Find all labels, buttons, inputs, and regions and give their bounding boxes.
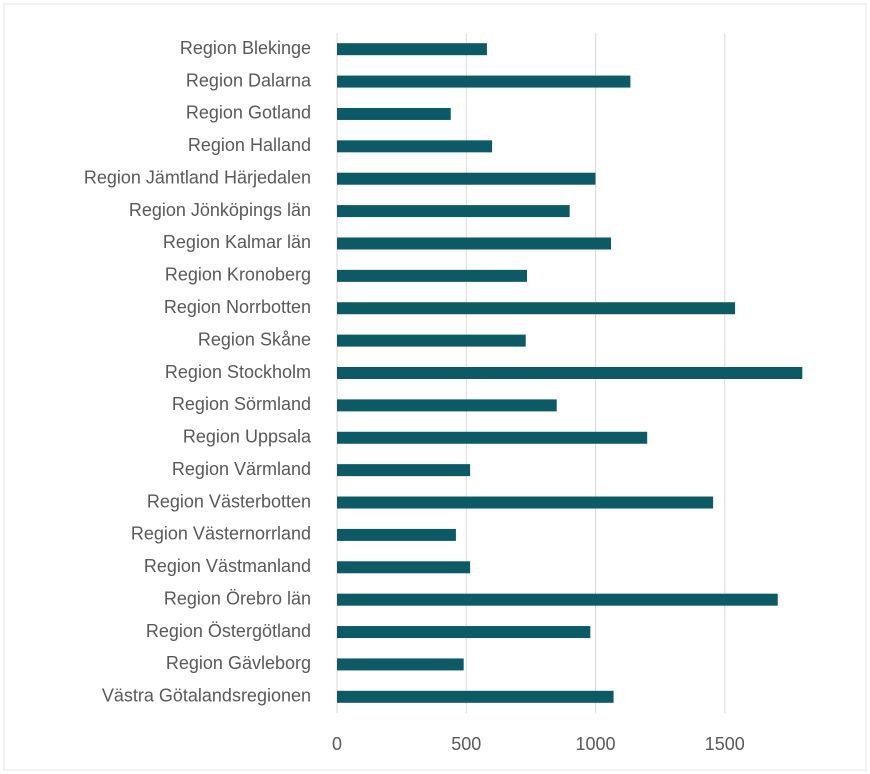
- bar: [337, 658, 464, 671]
- y-tick-label: Region Dalarna: [186, 70, 312, 90]
- x-tick-label: 1000: [575, 734, 615, 754]
- bar: [337, 367, 803, 379]
- y-tick-label: Region Skåne: [198, 329, 311, 349]
- y-tick-label: Region Gotland: [186, 103, 311, 123]
- x-tick-label: 0: [332, 734, 342, 754]
- bar: [337, 140, 493, 153]
- bar: [337, 302, 736, 315]
- bar: [337, 399, 557, 412]
- bar: [337, 690, 614, 703]
- bar: [337, 237, 612, 250]
- y-tick-label: Region Kalmar län: [163, 232, 311, 252]
- y-tick-label: Region Västernorrland: [131, 524, 311, 544]
- y-tick-label: Region Uppsala: [183, 427, 312, 447]
- y-tick-label: Region Blekinge: [180, 38, 311, 58]
- y-tick-label: Region Örebro län: [164, 588, 311, 608]
- y-tick-label: Region Gävleborg: [166, 653, 311, 673]
- bar: [337, 496, 714, 509]
- y-tick-label: Region Sörmland: [172, 394, 311, 414]
- y-tick-label: Region Halland: [188, 135, 311, 155]
- y-tick-label: Region Västmanland: [144, 556, 311, 576]
- bar: [337, 75, 631, 88]
- bar: [337, 464, 471, 477]
- bar: [337, 334, 526, 347]
- y-tick-label: Region Västerbotten: [147, 491, 311, 511]
- chart-frame: [3, 3, 867, 771]
- y-tick-label: Västra Götalandsregionen: [102, 686, 311, 706]
- y-tick-label: Region Jämtland Härjedalen: [84, 167, 311, 187]
- bar: [337, 269, 527, 282]
- y-tick-label: Region Jönköpings län: [129, 200, 311, 220]
- bar: [337, 626, 591, 639]
- y-tick-label: Region Värmland: [172, 459, 311, 479]
- y-tick-label: Region Stockholm: [165, 362, 311, 382]
- bar: [337, 43, 487, 56]
- x-tick-label: 1500: [705, 734, 745, 754]
- bar: [337, 107, 451, 120]
- y-tick-label: Region Östergötland: [146, 621, 311, 641]
- bar: [337, 205, 570, 218]
- y-tick-label: Region Norrbotten: [164, 297, 311, 317]
- bar: [337, 528, 456, 541]
- bar: [337, 593, 778, 606]
- x-tick-label: 500: [451, 734, 481, 754]
- y-tick-label: Region Kronoberg: [165, 265, 311, 285]
- bar: [337, 172, 596, 185]
- bar: [337, 561, 471, 574]
- bar: [337, 431, 648, 444]
